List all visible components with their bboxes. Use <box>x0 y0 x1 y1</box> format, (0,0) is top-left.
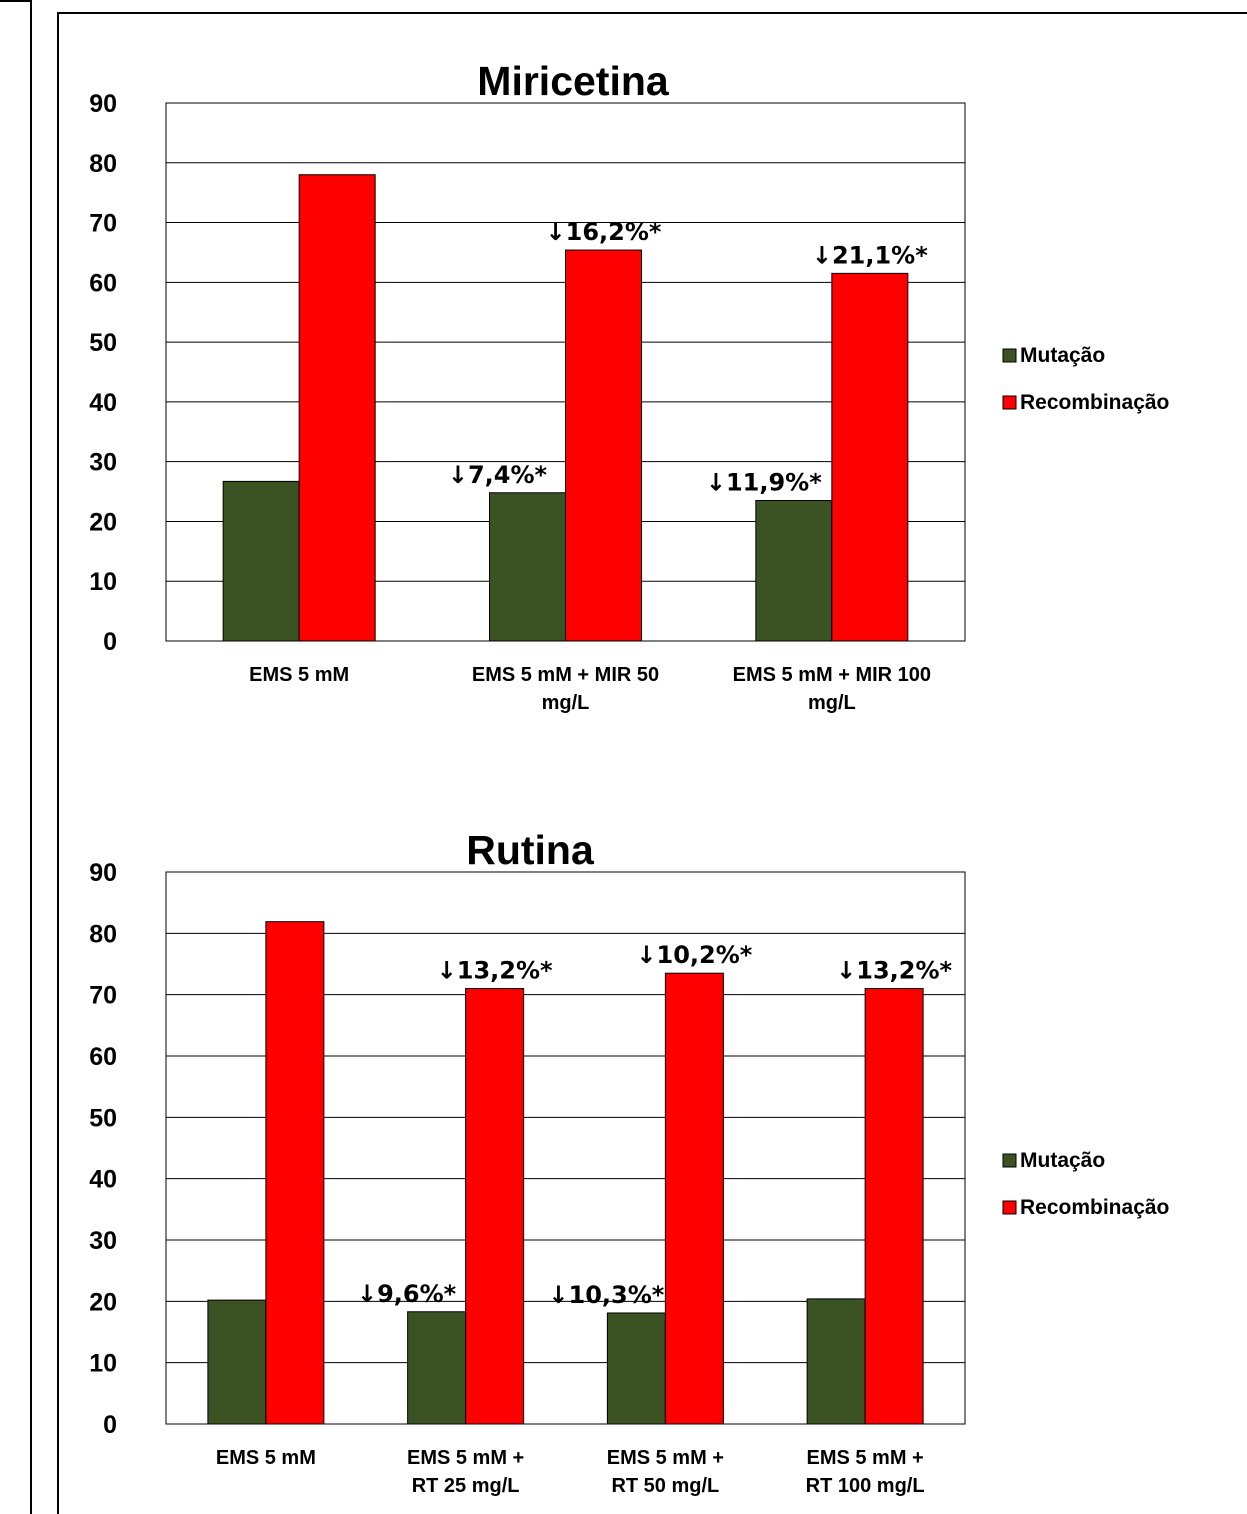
legend-entry: Recombinação <box>1020 391 1169 414</box>
x-tick-label: EMS 5 mM <box>216 1447 316 1469</box>
x-tick-label: EMS 5 mM <box>249 664 349 686</box>
bar-mutacao <box>222 480 300 642</box>
bar-mutacao <box>806 1298 866 1425</box>
bar-mutacao <box>606 1312 666 1425</box>
data-label: ↓7,4%* <box>448 461 548 489</box>
x-tick-label: EMS 5 mM + <box>407 1447 524 1469</box>
data-label: ↓9,6%* <box>357 1280 457 1308</box>
y-tick-label: 80 <box>89 150 117 178</box>
bar-recombinacao <box>465 988 525 1425</box>
y-tick-label: 10 <box>89 1350 117 1378</box>
y-tick-label: 60 <box>89 1043 117 1071</box>
x-tick-label: RT 100 mg/L <box>806 1475 925 1497</box>
x-tick-label: EMS 5 mM + <box>607 1447 724 1469</box>
bar-recombinacao <box>265 921 325 1425</box>
data-label: ↓13,2%* <box>437 957 553 985</box>
x-tick-label: EMS 5 mM + <box>806 1447 923 1469</box>
legend-entry: Mutação <box>1020 1149 1105 1172</box>
y-tick-label: 0 <box>103 1411 117 1439</box>
bar-mutacao <box>755 500 833 642</box>
bar-mutacao <box>207 1299 267 1425</box>
data-label: ↓21,1%* <box>812 241 928 269</box>
y-tick-label: 20 <box>89 1288 117 1316</box>
y-tick-label: 90 <box>89 859 117 887</box>
y-tick-label: 40 <box>89 389 117 417</box>
data-label: ↓11,9%* <box>706 469 822 497</box>
bar-recombinacao <box>298 174 376 642</box>
bar-recombinacao <box>565 249 642 642</box>
chart-title: Rutina <box>466 827 595 873</box>
legend-swatch <box>1002 395 1017 410</box>
legend-swatch <box>1002 348 1017 363</box>
y-tick-label: 30 <box>89 1227 117 1255</box>
main-frame-border <box>57 12 1247 1514</box>
y-tick-label: 20 <box>89 508 117 536</box>
bar-recombinacao <box>664 972 724 1425</box>
y-tick-label: 40 <box>89 1166 117 1194</box>
x-tick-label: RT 50 mg/L <box>611 1475 719 1497</box>
y-tick-label: 70 <box>89 210 117 238</box>
legend-entry: Mutação <box>1020 344 1105 367</box>
legend-swatch <box>1002 1200 1017 1215</box>
y-tick-label: 60 <box>89 269 117 297</box>
bar-mutacao <box>407 1311 467 1425</box>
x-tick-label: mg/L <box>542 692 590 714</box>
y-tick-label: 0 <box>103 628 117 656</box>
data-label: ↓10,3%* <box>548 1281 664 1309</box>
y-tick-label: 30 <box>89 449 117 477</box>
y-tick-label: 90 <box>89 90 117 118</box>
y-tick-label: 10 <box>89 568 117 596</box>
left-frame-border <box>0 0 32 1514</box>
bar-mutacao <box>489 492 566 642</box>
bar-recombinacao <box>864 988 924 1425</box>
chart-title: Miricetina <box>477 58 670 104</box>
bar-recombinacao <box>831 272 909 642</box>
x-tick-label: RT 25 mg/L <box>412 1475 520 1497</box>
x-tick-label: EMS 5 mM + MIR 100 <box>733 664 931 686</box>
y-tick-label: 80 <box>89 920 117 948</box>
legend-entry: Recombinação <box>1020 1196 1169 1219</box>
y-tick-label: 50 <box>89 1104 117 1132</box>
data-label: ↓10,2%* <box>636 941 752 969</box>
x-tick-label: EMS 5 mM + MIR 50 <box>472 664 659 686</box>
y-tick-label: 70 <box>89 982 117 1010</box>
x-tick-label: mg/L <box>808 692 856 714</box>
legend-swatch <box>1002 1153 1017 1168</box>
data-label: ↓16,2%* <box>546 218 662 246</box>
data-label: ↓13,2%* <box>836 957 952 985</box>
y-tick-label: 50 <box>89 329 117 357</box>
